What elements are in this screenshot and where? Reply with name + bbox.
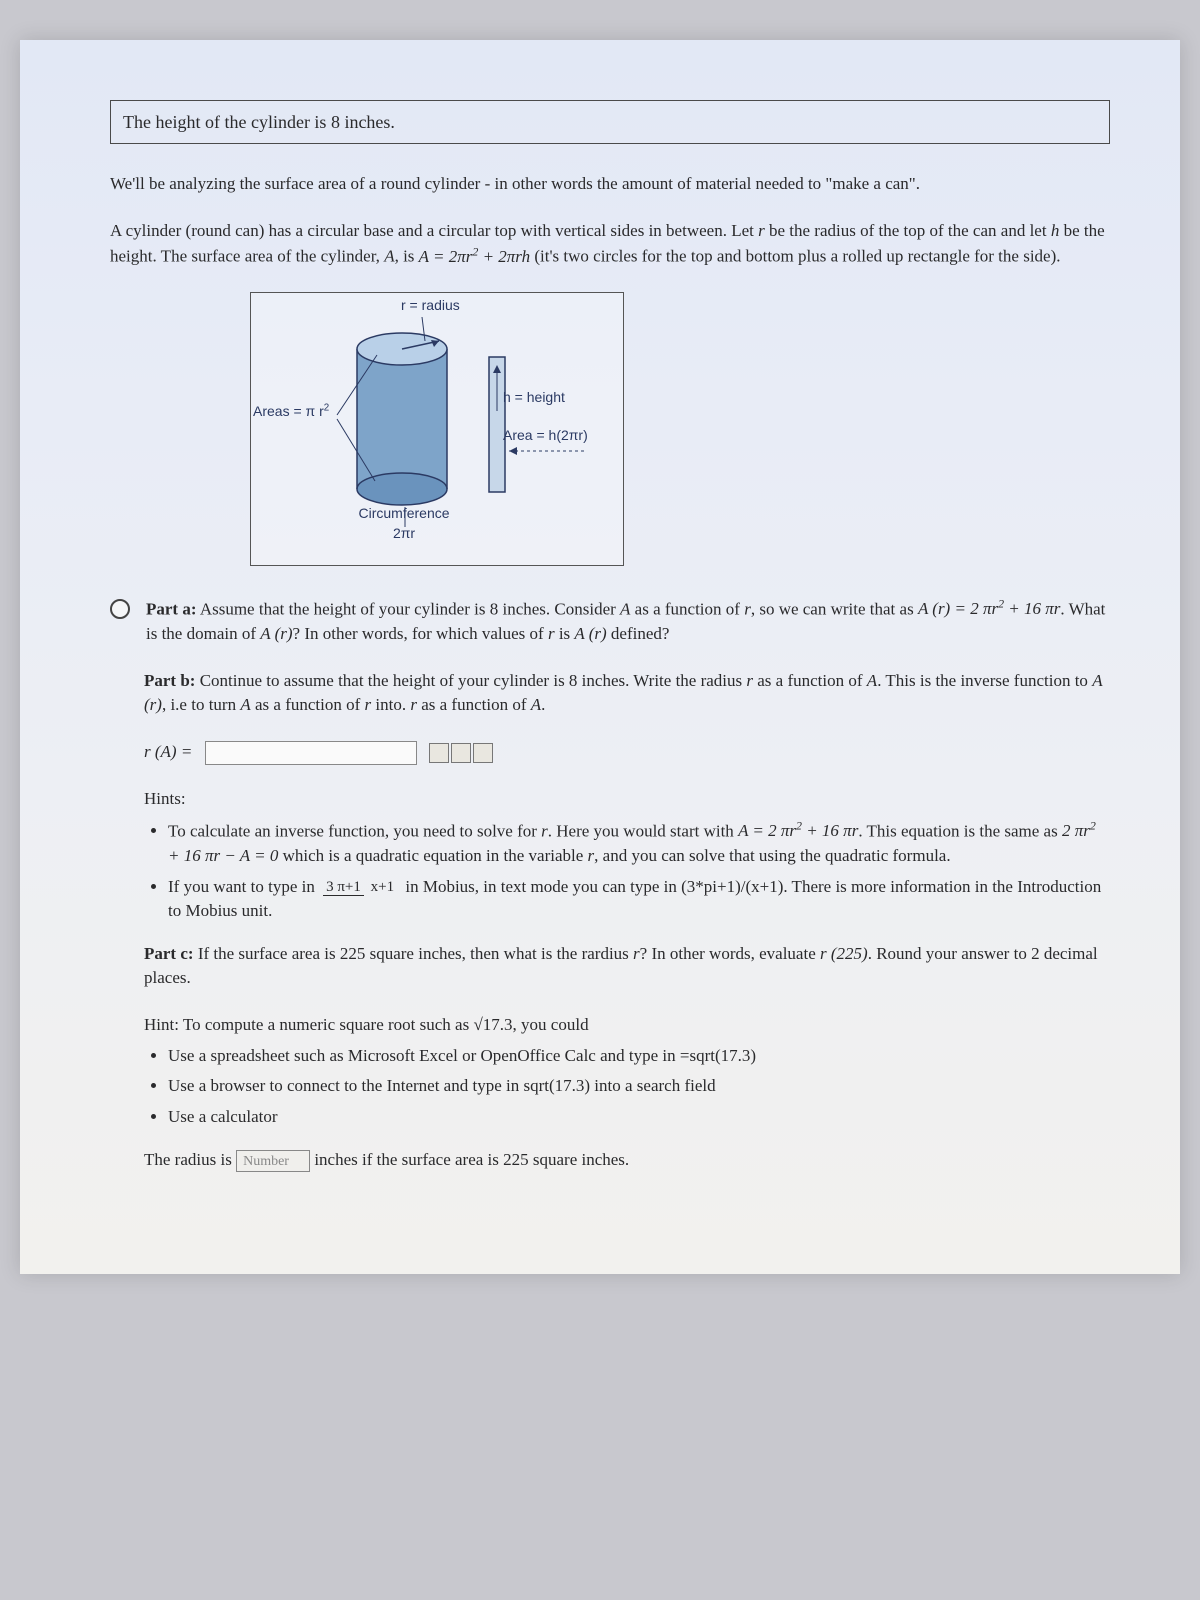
sqrt-expr: √17.3 xyxy=(473,1015,512,1034)
equation-editor-icon[interactable] xyxy=(429,743,449,763)
hints-list: To calculate an inverse function, you ne… xyxy=(144,818,1110,924)
radius-label: r = radius xyxy=(401,295,460,315)
title-box: The height of the cylinder is 8 inches. xyxy=(110,100,1110,144)
part-b-input-row: r (A) = xyxy=(144,740,1110,765)
intro-paragraph: We'll be analyzing the surface area of a… xyxy=(110,172,1110,197)
input-toolbar xyxy=(429,743,493,763)
part-a-equation: A (r) = 2 πr2 + 16 πr xyxy=(918,599,1060,618)
worksheet-page: The height of the cylinder is 8 inches. … xyxy=(20,40,1180,1274)
bullet-2: Use a browser to connect to the Internet… xyxy=(168,1074,1110,1099)
hint-1: To calculate an inverse function, you ne… xyxy=(168,818,1110,869)
radius-number-input[interactable]: Number xyxy=(236,1150,310,1172)
bullet-3: Use a calculator xyxy=(168,1105,1110,1130)
help-icon[interactable] xyxy=(473,743,493,763)
part-c-hint-lead: Hint: To compute a numeric square root s… xyxy=(144,1013,1110,1038)
radio-part-a[interactable] xyxy=(110,599,130,619)
title-text: The height of the cylinder is 8 inches. xyxy=(123,112,395,132)
hints-block: Hints: To calculate an inverse function,… xyxy=(144,787,1110,924)
r-of-a-lhs: r (A) = xyxy=(144,742,192,761)
height-label: h = height xyxy=(503,387,565,407)
part-a: Part a: Assume that the height of your c… xyxy=(110,596,1110,647)
surface-area-formula: A = 2πr2 + 2πrh xyxy=(419,247,530,266)
part-c-text: Part c: If the surface area is 225 squar… xyxy=(144,942,1110,991)
cylinder-definition: A cylinder (round can) has a circular ba… xyxy=(110,219,1110,270)
side-area-label: Area = h(2πr) xyxy=(503,425,588,445)
part-a-text: Part a: Assume that the height of your c… xyxy=(146,596,1110,647)
part-b-text: Part b: Continue to assume that the heig… xyxy=(144,669,1110,718)
part-c-answer-row: The radius is Number inches if the surfa… xyxy=(144,1148,1110,1173)
r-of-a-input[interactable] xyxy=(205,741,417,765)
hint1-eq1: A = 2 πr2 + 16 πr xyxy=(738,821,858,840)
hint-2: If you want to type in 3 π+1 x+1 in Mobi… xyxy=(168,875,1110,924)
part-c-bullets: Use a spreadsheet such as Microsoft Exce… xyxy=(144,1044,1110,1130)
circ-label: Circumference 2πr xyxy=(349,503,459,544)
areas-label: Areas = π r2 xyxy=(253,401,329,421)
fraction-expr: 3 π+1 x+1 xyxy=(323,879,397,896)
cylinder-diagram: r = radius Areas = π r2 h = height Area … xyxy=(250,292,624,566)
hints-label: Hints: xyxy=(144,787,1110,812)
preview-icon[interactable] xyxy=(451,743,471,763)
bullet-1: Use a spreadsheet such as Microsoft Exce… xyxy=(168,1044,1110,1069)
